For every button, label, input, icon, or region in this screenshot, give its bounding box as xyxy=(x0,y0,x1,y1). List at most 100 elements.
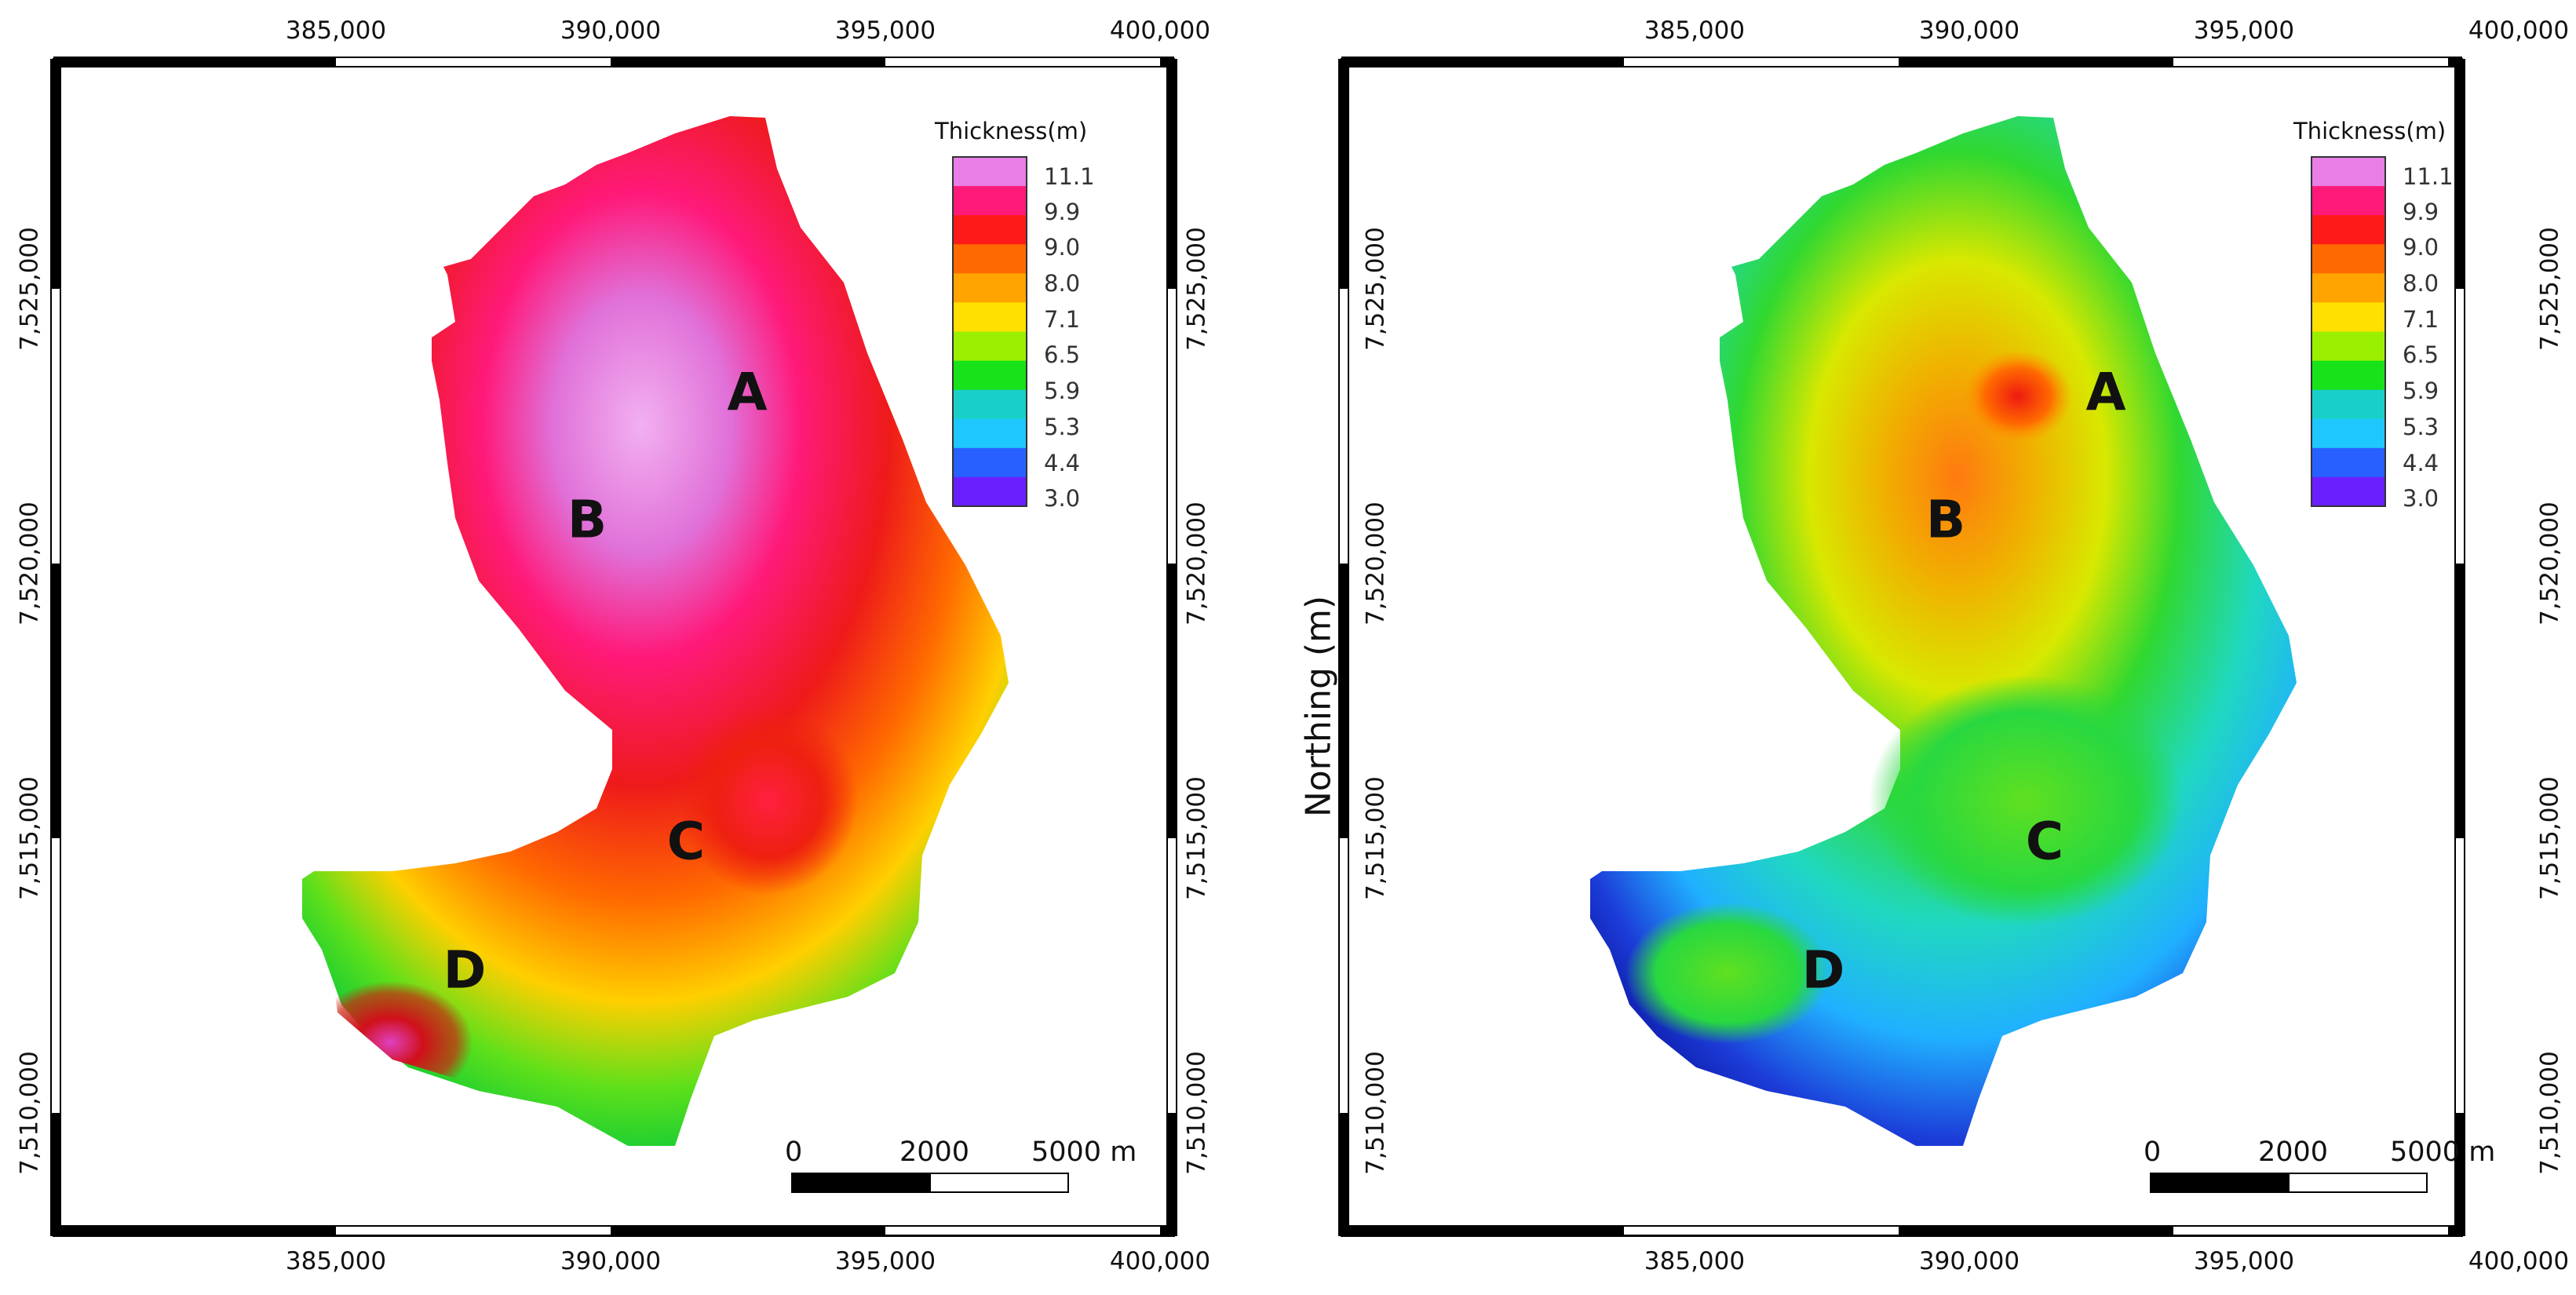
legend-swatch xyxy=(2311,476,2385,507)
x-tick-top: 385,000 xyxy=(1644,16,1746,45)
scale-label: 5000 m xyxy=(1031,1136,1137,1168)
y-axis-label: Northing (m) xyxy=(1298,595,1339,818)
y-tick-right: 7,520,000 xyxy=(1182,502,1211,626)
legend-label: 11.1 xyxy=(1044,163,1095,190)
legend-swatch xyxy=(2311,418,2385,449)
scale-label: 2000 xyxy=(2258,1136,2329,1168)
region-label-b: B xyxy=(567,489,608,550)
y-tick-right: 7,525,000 xyxy=(2535,227,2564,351)
scale-label: 0 xyxy=(2144,1136,2162,1168)
legend-label: 3.0 xyxy=(2403,485,2439,512)
x-tick-bottom: 395,000 xyxy=(834,1247,936,1275)
legend-title: Thickness(m) xyxy=(935,118,1088,144)
legend-label: 8.0 xyxy=(2403,270,2439,297)
legend-swatch xyxy=(953,215,1027,245)
legend-swatch xyxy=(2311,302,2385,332)
left-map-panel: 385,000 390,000 395,000 400,000 385,000 … xyxy=(15,16,1211,1275)
x-tick-bottom: 390,000 xyxy=(1918,1247,2020,1275)
scale-label: 0 xyxy=(785,1136,803,1168)
y-tick-left: 7,510,000 xyxy=(1361,1051,1390,1175)
legend-swatch xyxy=(953,157,1027,187)
y-tick-left: 7,515,000 xyxy=(15,776,44,900)
left-map-canvas xyxy=(50,57,1177,1237)
x-tick-top: 400,000 xyxy=(2468,16,2570,45)
legend-colorbar xyxy=(2311,156,2386,507)
y-tick-left: 7,520,000 xyxy=(1361,502,1390,626)
legend-swatch xyxy=(953,244,1027,274)
right-map-canvas xyxy=(1338,57,2465,1237)
legend-swatch xyxy=(953,447,1027,478)
y-tick-left: 7,520,000 xyxy=(15,502,44,626)
x-tick-top: 390,000 xyxy=(560,16,662,45)
legend-label: 11.1 xyxy=(2403,163,2454,190)
legend-swatch xyxy=(2311,157,2385,187)
x-tick-bottom: 385,000 xyxy=(285,1247,387,1275)
legend-label: 8.0 xyxy=(1044,270,1081,297)
y-tick-right: 7,510,000 xyxy=(1182,1051,1211,1175)
legend-swatch xyxy=(953,186,1027,216)
legend-label: 6.5 xyxy=(2403,341,2439,368)
x-tick-bottom: 395,000 xyxy=(2193,1247,2295,1275)
right-map-panel: 385,000 390,000 395,000 400,000 385,000 … xyxy=(1288,0,2576,1295)
legend-label: 5.3 xyxy=(2403,414,2439,440)
region-label-d: D xyxy=(443,939,487,1001)
scale-label: 2000 xyxy=(899,1136,970,1168)
legend-label: 4.4 xyxy=(2403,450,2439,476)
x-tick-top: 385,000 xyxy=(285,16,387,45)
region-label-c: C xyxy=(666,811,706,872)
y-tick-right: 7,520,000 xyxy=(2535,502,2564,626)
x-tick-top: 390,000 xyxy=(1918,16,2020,45)
region-d-highlight xyxy=(322,879,597,1083)
x-tick-bottom: 400,000 xyxy=(1109,1247,1211,1275)
legend-swatch xyxy=(953,331,1027,362)
legend-label: 5.9 xyxy=(2403,378,2439,404)
legend-label: 7.1 xyxy=(1044,306,1081,333)
legend-colorbar xyxy=(952,156,1027,507)
region-a-highlight xyxy=(1963,349,2073,443)
legend-label: 9.9 xyxy=(1044,199,1081,225)
legend-label: 5.9 xyxy=(1044,378,1081,404)
y-tick-right: 7,515,000 xyxy=(1182,776,1211,900)
legend-swatch xyxy=(953,389,1027,420)
x-tick-bottom: 385,000 xyxy=(1644,1247,1746,1275)
region-label-c: C xyxy=(2025,811,2064,872)
legend-label: 9.9 xyxy=(2403,199,2439,225)
y-tick-left: 7,525,000 xyxy=(15,227,44,351)
frame-ticks xyxy=(1338,57,2465,1236)
y-tick-right: 7,525,000 xyxy=(1182,227,1211,351)
legend-label: 9.0 xyxy=(1044,234,1081,261)
x-tick-top: 395,000 xyxy=(2193,16,2295,45)
y-tick-left: 7,525,000 xyxy=(1361,227,1390,351)
scale-label: 5000 m xyxy=(2390,1136,2496,1168)
legend-label: 3.0 xyxy=(1044,485,1081,512)
legend-title: Thickness(m) xyxy=(2293,118,2446,144)
region-d-highlight xyxy=(1626,903,1830,1044)
x-tick-bottom: 400,000 xyxy=(2468,1247,2570,1275)
legend-swatch xyxy=(2311,360,2385,391)
y-tick-left: 7,510,000 xyxy=(15,1051,44,1175)
legend-swatch xyxy=(953,418,1027,449)
x-tick-bottom: 390,000 xyxy=(560,1247,662,1275)
legend-label: 9.0 xyxy=(2403,234,2439,261)
region-c-highlight xyxy=(1869,675,2183,926)
legend-swatch xyxy=(2311,244,2385,274)
region-label-b: B xyxy=(1925,489,1966,550)
legend-label: 5.3 xyxy=(1044,414,1081,440)
legend-swatch xyxy=(2311,215,2385,245)
y-tick-left: 7,515,000 xyxy=(1361,776,1390,900)
frame-ticks xyxy=(50,57,1177,1236)
legend-swatch xyxy=(953,302,1027,332)
legend-label: 7.1 xyxy=(2403,306,2439,333)
region-label-d: D xyxy=(1801,939,1845,1001)
legend-swatch xyxy=(2311,447,2385,478)
legend-swatch xyxy=(2311,331,2385,362)
legend-swatch xyxy=(953,476,1027,507)
y-tick-right: 7,510,000 xyxy=(2535,1051,2564,1175)
legend-label: 6.5 xyxy=(1044,341,1081,368)
y-tick-right: 7,515,000 xyxy=(2535,776,2564,900)
legend-swatch xyxy=(2311,389,2385,420)
x-tick-top: 400,000 xyxy=(1109,16,1211,45)
legend-swatch xyxy=(2311,273,2385,303)
legend-border xyxy=(952,156,1027,507)
x-tick-top: 395,000 xyxy=(834,16,936,45)
